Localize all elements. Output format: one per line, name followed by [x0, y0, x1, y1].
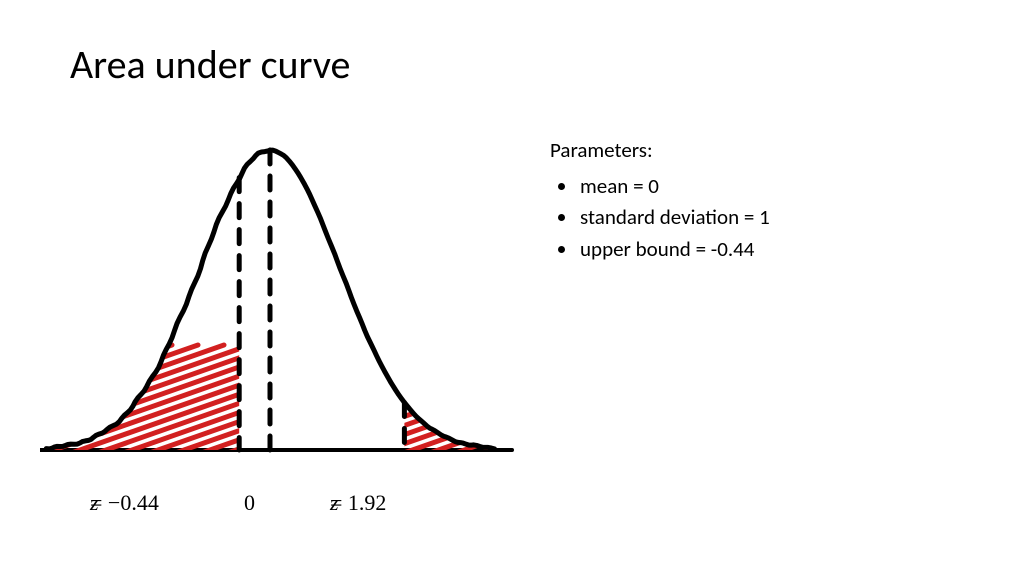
parameters-list: mean = 0 standard deviation = 1 upper bo… [550, 171, 770, 266]
z-label-right: z = 1.92 [330, 490, 386, 516]
parameters-heading: Parameters: [550, 135, 770, 167]
param-item: standard deviation = 1 [578, 202, 770, 234]
axis-labels: z = −0.44 0 z = 1.92 [40, 490, 520, 520]
parameters-panel: Parameters: mean = 0 standard deviation … [550, 135, 770, 265]
z-label-left: z = −0.44 [90, 490, 159, 516]
normal-curve-chart [40, 130, 520, 530]
slide: Area under curve z = −0.44 0 z = 1.92 Pa… [0, 0, 1024, 576]
chart-svg [40, 130, 520, 490]
z-label-center: 0 [244, 490, 255, 516]
page-title: Area under curve [70, 40, 350, 89]
param-item: mean = 0 [578, 171, 770, 203]
param-item: upper bound = -0.44 [578, 234, 770, 266]
